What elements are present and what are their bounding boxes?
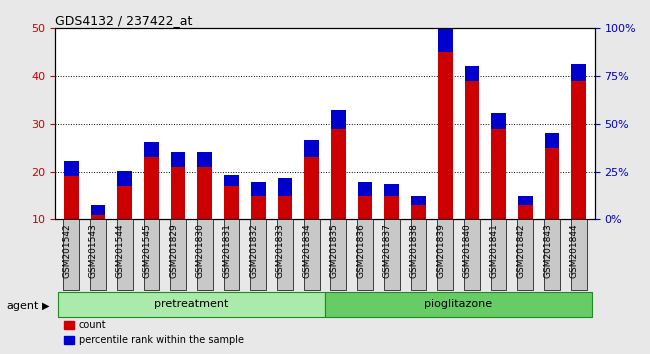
- Text: GSM201843: GSM201843: [543, 223, 552, 278]
- Bar: [518, 195, 532, 205]
- FancyBboxPatch shape: [464, 219, 480, 290]
- Bar: [198, 152, 212, 167]
- Text: GSM201544: GSM201544: [116, 223, 125, 278]
- FancyBboxPatch shape: [517, 219, 533, 290]
- Text: GSM201834: GSM201834: [303, 223, 311, 278]
- Bar: [171, 152, 185, 167]
- FancyBboxPatch shape: [304, 219, 320, 290]
- Bar: [251, 195, 266, 219]
- Bar: [90, 205, 105, 215]
- Bar: [144, 157, 159, 219]
- Text: GSM201829: GSM201829: [169, 223, 178, 278]
- Bar: [438, 25, 452, 52]
- Text: GSM201836: GSM201836: [356, 223, 365, 278]
- Bar: [331, 110, 346, 129]
- Text: GSM201835: GSM201835: [330, 223, 339, 278]
- Text: GSM201837: GSM201837: [383, 223, 392, 278]
- Bar: [118, 171, 132, 186]
- FancyBboxPatch shape: [64, 219, 79, 290]
- FancyBboxPatch shape: [437, 219, 453, 290]
- Text: GSM201833: GSM201833: [276, 223, 285, 278]
- Bar: [571, 64, 586, 81]
- Text: agent: agent: [6, 301, 39, 311]
- Text: pioglitazone: pioglitazone: [424, 299, 493, 309]
- FancyBboxPatch shape: [58, 292, 325, 317]
- Bar: [491, 129, 506, 219]
- Bar: [571, 81, 586, 219]
- Text: GSM201840: GSM201840: [463, 223, 472, 278]
- Bar: [438, 52, 452, 219]
- Text: GSM201839: GSM201839: [436, 223, 445, 278]
- Bar: [491, 113, 506, 129]
- Bar: [144, 142, 159, 157]
- FancyBboxPatch shape: [358, 219, 373, 290]
- Bar: [384, 184, 399, 195]
- Bar: [358, 195, 372, 219]
- Text: GSM201830: GSM201830: [196, 223, 205, 278]
- Bar: [224, 186, 239, 219]
- Text: GSM201844: GSM201844: [570, 223, 578, 278]
- FancyBboxPatch shape: [117, 219, 133, 290]
- Text: GDS4132 / 237422_at: GDS4132 / 237422_at: [55, 14, 192, 27]
- Bar: [251, 182, 266, 195]
- Bar: [411, 205, 426, 219]
- Text: GSM201542: GSM201542: [62, 223, 72, 278]
- Bar: [518, 205, 532, 219]
- FancyBboxPatch shape: [571, 219, 586, 290]
- FancyBboxPatch shape: [325, 292, 592, 317]
- Bar: [545, 148, 560, 219]
- Text: ▶: ▶: [42, 301, 50, 311]
- Bar: [411, 195, 426, 205]
- FancyBboxPatch shape: [250, 219, 266, 290]
- Bar: [545, 132, 560, 148]
- Bar: [171, 167, 185, 219]
- FancyBboxPatch shape: [384, 219, 400, 290]
- Text: pretreatment: pretreatment: [154, 299, 229, 309]
- FancyBboxPatch shape: [544, 219, 560, 290]
- Text: GSM201543: GSM201543: [89, 223, 98, 278]
- Bar: [198, 167, 212, 219]
- FancyBboxPatch shape: [411, 219, 426, 290]
- Bar: [304, 140, 319, 157]
- Bar: [118, 186, 132, 219]
- Bar: [278, 195, 292, 219]
- Bar: [358, 182, 372, 195]
- Bar: [64, 161, 79, 176]
- Bar: [384, 195, 399, 219]
- FancyBboxPatch shape: [330, 219, 346, 290]
- Bar: [278, 178, 292, 195]
- Bar: [64, 176, 79, 219]
- Text: GSM201838: GSM201838: [410, 223, 419, 278]
- FancyBboxPatch shape: [491, 219, 506, 290]
- Bar: [465, 81, 479, 219]
- FancyBboxPatch shape: [90, 219, 106, 290]
- Text: GSM201842: GSM201842: [516, 223, 525, 278]
- Bar: [304, 157, 319, 219]
- FancyBboxPatch shape: [197, 219, 213, 290]
- FancyBboxPatch shape: [144, 219, 159, 290]
- Text: GSM201831: GSM201831: [222, 223, 231, 278]
- FancyBboxPatch shape: [170, 219, 186, 290]
- Text: GSM201545: GSM201545: [142, 223, 151, 278]
- FancyBboxPatch shape: [224, 219, 239, 290]
- Bar: [224, 175, 239, 186]
- Legend: count, percentile rank within the sample: count, percentile rank within the sample: [60, 316, 248, 349]
- Bar: [90, 215, 105, 219]
- Bar: [331, 129, 346, 219]
- Text: GSM201832: GSM201832: [249, 223, 258, 278]
- Text: GSM201841: GSM201841: [489, 223, 499, 278]
- FancyBboxPatch shape: [277, 219, 292, 290]
- Bar: [465, 65, 479, 81]
